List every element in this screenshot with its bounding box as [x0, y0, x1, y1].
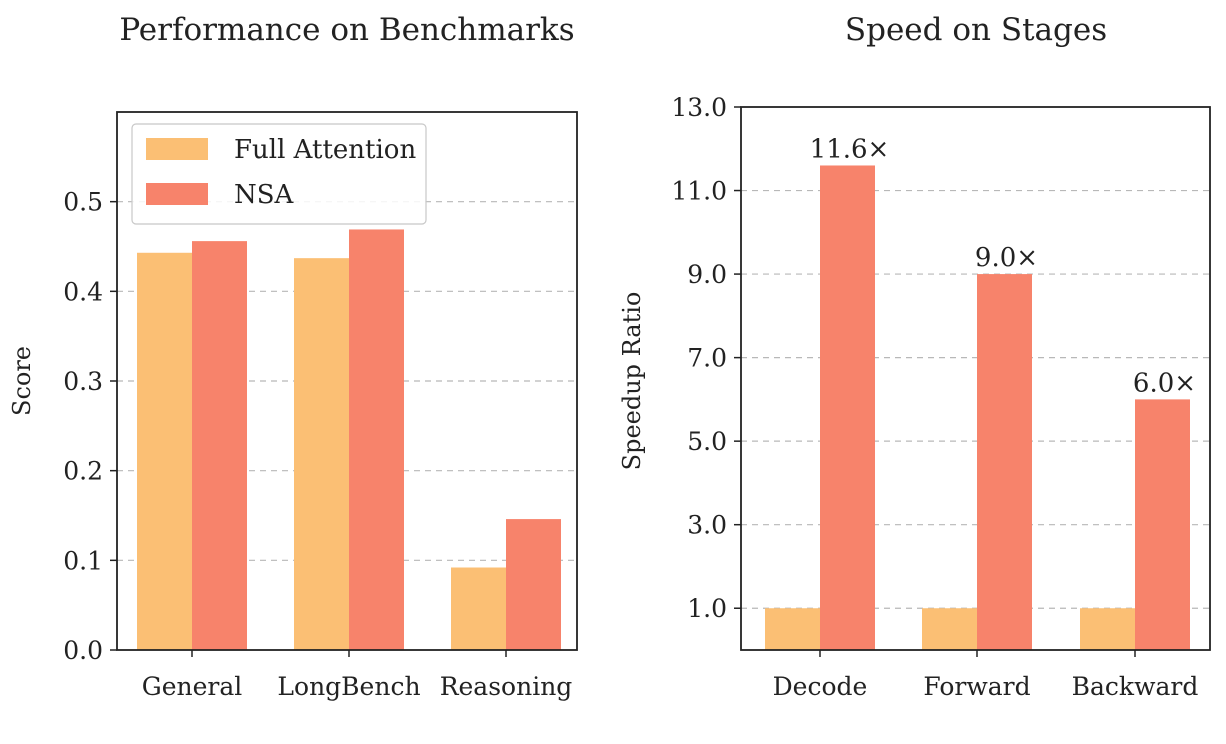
y-tick-label: 0.1 — [63, 546, 103, 575]
y-tick-label: 0.4 — [63, 277, 103, 306]
chart-performance-on-benchmarks: Performance on Benchmarks Score 0.0 0.1 0.… — [8, 12, 578, 701]
bar-nsa-longbench — [349, 229, 404, 651]
bar-nsa-reasoning — [506, 519, 561, 650]
y-tick-label: 0.2 — [63, 457, 103, 486]
x-tick-label: Decode — [773, 672, 868, 701]
legend-swatch-nsa — [146, 183, 208, 205]
bar-full-attention-general — [137, 252, 192, 650]
x-tick-label: General — [142, 672, 243, 701]
bar-full-attention-decode — [765, 608, 820, 650]
y-tick-label: 7.0 — [687, 344, 727, 373]
bar-full-attention-forward — [922, 608, 977, 650]
data-label-decode: 11.6× — [810, 134, 890, 164]
legend-label-full-attention: Full Attention — [234, 135, 416, 165]
y-tick-label: 0.5 — [63, 188, 103, 217]
y-tick-label: 3.0 — [687, 511, 727, 540]
bar-full-attention-backward — [1080, 608, 1135, 650]
chart-title: Performance on Benchmarks — [119, 12, 574, 48]
data-label-backward: 6.0× — [1133, 368, 1196, 398]
bar-nsa-forward — [977, 274, 1032, 650]
x-tick-label: Forward — [923, 672, 1030, 701]
chart-title: Speed on Stages — [845, 12, 1107, 48]
x-tick-label: Reasoning — [440, 672, 573, 701]
y-tick-label: 0.0 — [63, 636, 103, 665]
x-tick-label: LongBench — [277, 672, 420, 701]
y-axis-label: Speedup Ratio — [618, 292, 646, 471]
legend-swatch-full-attention — [146, 138, 208, 160]
legend-label-nsa: NSA — [234, 180, 295, 210]
y-tick-label: 9.0 — [687, 260, 727, 289]
bar-full-attention-reasoning — [451, 567, 506, 650]
plot-frame — [740, 106, 1211, 651]
y-tick-label: 0.3 — [63, 367, 103, 396]
chart-speed-on-stages: Speed on Stages Speedup Ratio 1.0 3.0 5.0 7… — [618, 12, 1211, 701]
y-axis-label: Score — [8, 346, 36, 416]
bar-nsa-backward — [1135, 399, 1190, 650]
bar-full-attention-longbench — [294, 258, 349, 650]
y-tick-label: 5.0 — [687, 427, 727, 456]
x-tick-label: Backward — [1072, 672, 1199, 701]
plot-frame — [116, 111, 578, 651]
legend: Full Attention NSA — [131, 123, 427, 225]
y-tick-label: 11.0 — [671, 177, 727, 206]
bar-nsa-general — [192, 241, 247, 650]
y-tick-label: 1.0 — [687, 594, 727, 623]
bar-nsa-decode — [820, 165, 875, 650]
data-label-forward: 9.0× — [975, 243, 1038, 273]
y-tick-label: 13.0 — [671, 93, 727, 122]
